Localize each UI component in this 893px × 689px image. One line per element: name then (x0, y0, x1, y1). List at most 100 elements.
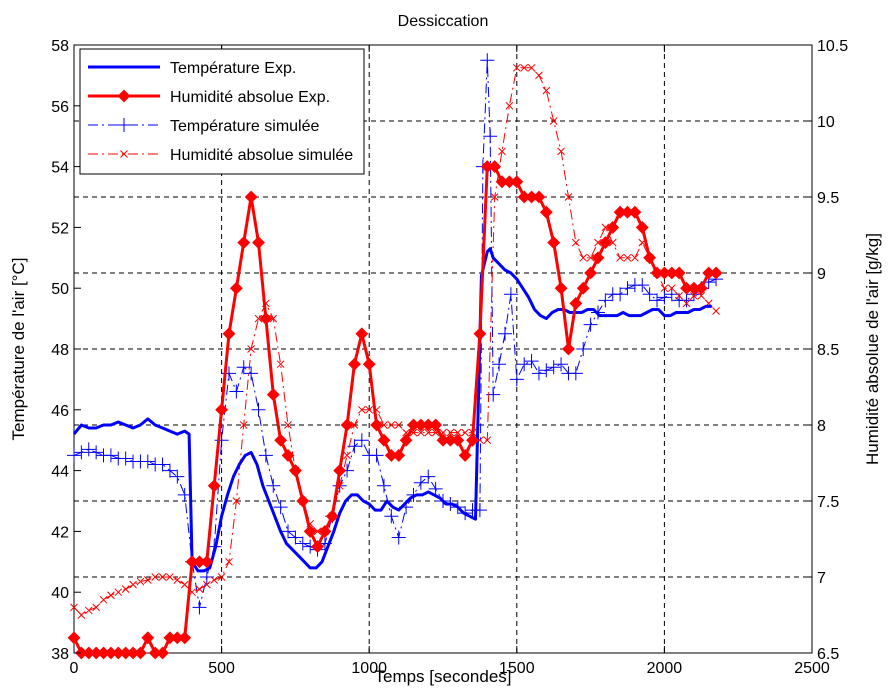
legend-marker (120, 150, 128, 158)
data-point (284, 421, 292, 429)
data-point (166, 573, 174, 581)
data-point (296, 494, 310, 508)
data-point (318, 524, 332, 538)
data-point (675, 291, 684, 300)
data-point (192, 600, 207, 615)
series-0 (72, 247, 712, 573)
data-point (562, 342, 575, 356)
data-point (473, 327, 487, 341)
data-point (384, 509, 399, 524)
data-point (557, 147, 565, 156)
data-point (660, 284, 669, 293)
data-point (608, 238, 617, 247)
data-point (377, 433, 391, 447)
y-axis-label-left: Température de l'air [°C] (9, 258, 28, 441)
data-point (107, 591, 115, 600)
data-point (350, 421, 359, 429)
x-tick-label: 0 (70, 660, 79, 677)
legend-box (79, 48, 365, 175)
y-right-tick-label: 8.5 (817, 342, 839, 359)
y-left-tick-label: 56 (51, 99, 69, 116)
data-point (490, 193, 499, 201)
data-point (200, 555, 214, 569)
data-point (141, 631, 155, 645)
x-tick-label: 1500 (499, 660, 535, 677)
data-point (81, 442, 96, 457)
data-point (173, 576, 182, 584)
data-point (281, 524, 296, 539)
data-point (136, 577, 145, 586)
y-right-tick-label: 10.5 (817, 38, 848, 55)
data-point (664, 287, 679, 302)
data-point (542, 86, 551, 95)
legend-entry: Humidité absolue Exp. (170, 89, 330, 106)
data-point (252, 236, 265, 250)
data-point (387, 421, 396, 429)
y-right-tick-label: 10 (817, 114, 835, 131)
data-point (527, 63, 536, 72)
data-point (217, 573, 226, 581)
data-point (535, 71, 543, 80)
data-point (413, 475, 428, 490)
x-tick-label: 500 (208, 660, 235, 677)
data-point (679, 293, 694, 308)
data-point (399, 433, 413, 447)
data-point (143, 576, 152, 584)
data-point (394, 421, 403, 429)
data-point (601, 223, 610, 232)
data-point (84, 606, 93, 615)
data-point (273, 500, 288, 515)
data-point (239, 421, 248, 429)
data-point (325, 509, 339, 523)
data-point (244, 366, 259, 381)
data-point (547, 236, 561, 250)
data-point (539, 363, 554, 378)
data-point (180, 580, 189, 589)
data-point (672, 266, 686, 280)
data-point (421, 418, 435, 432)
data-point (237, 236, 251, 250)
y-right-tick-label: 7 (817, 570, 826, 587)
y-left-tick-label: 40 (51, 585, 69, 602)
data-point (446, 428, 455, 437)
series-layer (67, 53, 724, 660)
data-point (222, 327, 236, 341)
data-point (370, 418, 383, 432)
data-point (158, 573, 167, 581)
data-point (343, 451, 351, 460)
data-point (690, 291, 698, 300)
data-point (67, 631, 81, 645)
data-point (598, 293, 613, 308)
data-point (642, 287, 657, 302)
data-point (461, 428, 469, 437)
data-point (214, 433, 229, 448)
data-point (594, 238, 602, 247)
data-point (466, 433, 479, 447)
data-point (539, 205, 553, 219)
data-point (89, 445, 104, 460)
data-point (680, 281, 693, 295)
y-left-tick-label: 42 (51, 524, 69, 541)
data-point (229, 281, 243, 295)
data-point (247, 345, 255, 353)
data-point (202, 580, 211, 589)
data-point (333, 464, 347, 478)
data-point (74, 445, 89, 460)
data-point (549, 117, 558, 125)
data-point (369, 448, 384, 463)
data-point (667, 284, 676, 293)
data-point (355, 327, 369, 341)
data-point (682, 299, 691, 308)
chart-title: Dessiccation (398, 13, 489, 30)
data-point (628, 205, 642, 219)
data-point (546, 360, 561, 375)
data-point (620, 281, 635, 296)
data-point (365, 405, 374, 414)
data-point (229, 384, 244, 399)
y-right-tick-label: 9 (817, 266, 826, 283)
data-point (613, 287, 628, 302)
data-point (251, 402, 266, 417)
data-point (424, 428, 433, 437)
data-point (70, 603, 78, 612)
